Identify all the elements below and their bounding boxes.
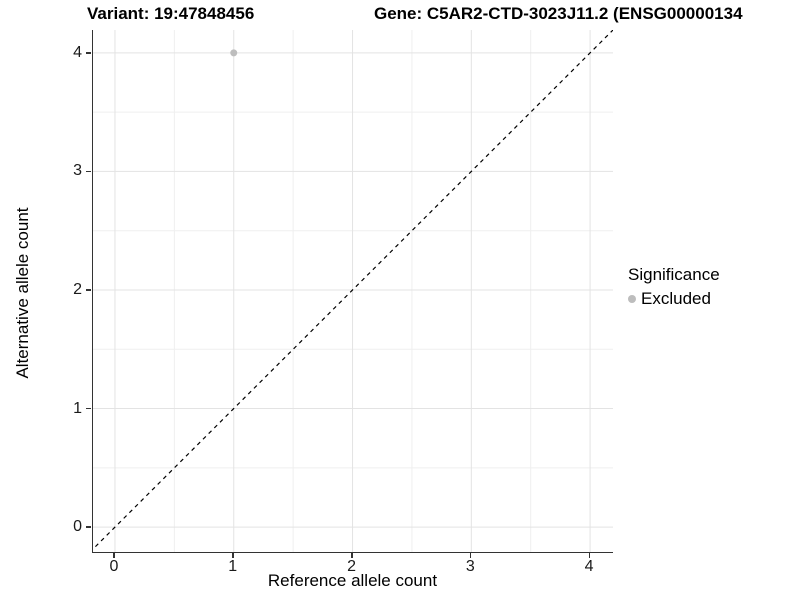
y-tick-mark	[85, 407, 91, 410]
legend-item-excluded: Excluded	[628, 289, 720, 309]
y-tick-label: 3	[73, 162, 82, 180]
y-tick-label: 4	[73, 43, 82, 61]
x-tick-mark	[113, 553, 115, 558]
panel-canvas	[93, 30, 613, 552]
legend: Significance Excluded	[628, 265, 720, 309]
plot-panel	[92, 30, 613, 553]
plot-title-variant: Variant: 19:47848456	[87, 4, 255, 23]
legend-title: Significance	[628, 265, 720, 284]
x-axis-title: Reference allele count	[267, 571, 438, 590]
y-tick-mark	[85, 52, 91, 54]
data-point	[230, 49, 238, 57]
y-tick-mark	[85, 526, 91, 528]
plot-title-gene: Gene: C5AR2-CTD-3023J11.2 (ENSG00000134	[374, 4, 743, 23]
excluded-point-icon	[628, 295, 636, 303]
y-tick-label: 2	[73, 280, 82, 298]
y-tick-mark	[85, 170, 91, 173]
y-tick-label: 1	[73, 399, 82, 417]
x-tick-mark	[232, 553, 234, 558]
x-tick-mark	[351, 553, 353, 558]
x-tick-mark	[588, 553, 591, 558]
y-tick-label: 0	[73, 518, 82, 536]
y-axis-title: Alternative allele count	[13, 207, 32, 379]
legend-item-label: Excluded	[641, 289, 711, 308]
y-tick-mark	[85, 289, 91, 291]
identity-line	[93, 30, 613, 550]
x-tick-mark	[469, 553, 472, 558]
